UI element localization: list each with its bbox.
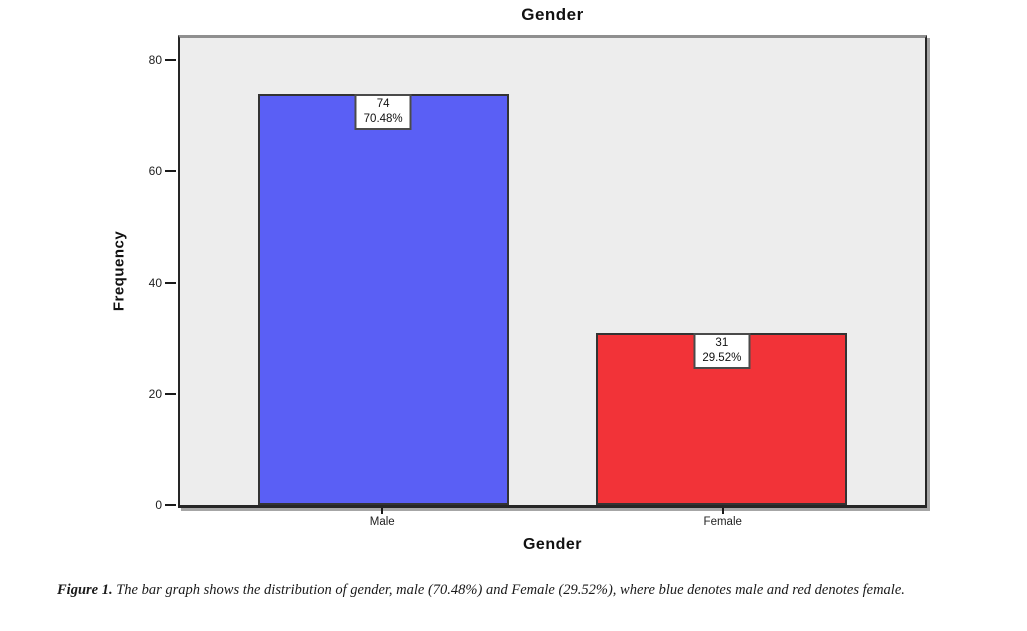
bar-count-label: 31 [715, 336, 729, 349]
x-tick-label: Male [369, 516, 395, 528]
y-tick-mark [165, 504, 176, 506]
x-axis: Male Female [178, 508, 927, 538]
y-tick-mark [165, 59, 176, 62]
figure-caption-text: The bar graph shows the distribution of … [112, 582, 905, 598]
y-axis-title: Frequency [110, 230, 128, 312]
y-tick-mark [165, 170, 176, 173]
x-tick-mark [381, 508, 384, 514]
y-tick-label: 20 [148, 386, 162, 401]
y-tick-label: 60 [148, 164, 162, 179]
y-axis: 0 20 40 60 80 [0, 38, 178, 512]
y-tick-label: 0 [155, 498, 162, 512]
y-tick-label: 40 [148, 275, 162, 290]
figure-caption: Figure 1. The bar graph shows the distri… [57, 580, 997, 601]
bar-count-label: 74 [376, 97, 390, 110]
y-tick-mark [165, 392, 176, 395]
x-axis-title: Gender [522, 536, 582, 553]
y-tick-label: 80 [148, 53, 162, 68]
figure-caption-label: Figure 1. [57, 582, 113, 598]
bar-percent-label: 29.52% [702, 351, 742, 364]
x-tick-label: Female [703, 516, 742, 528]
bar-percent-label: 70.48% [363, 112, 403, 125]
chart-title: Gender [521, 5, 584, 24]
bar-male: 74 70.48% [257, 93, 509, 505]
x-tick-mark [721, 508, 724, 514]
y-tick-mark [165, 281, 176, 284]
bar-label-box: 74 70.48% [354, 93, 412, 130]
bars-layer: 74 70.48% 31 29.52% [180, 38, 925, 505]
plot-area: 74 70.48% 31 29.52% [178, 35, 927, 508]
bar-label-box: 31 29.52% [693, 332, 751, 369]
bar-female: 31 29.52% [596, 332, 848, 505]
